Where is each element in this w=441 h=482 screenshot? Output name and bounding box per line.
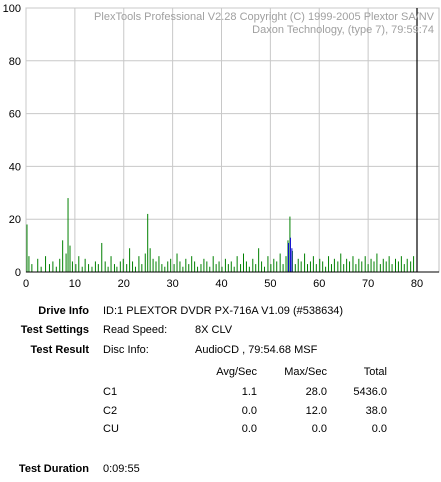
y-tick-label: 60 [9,109,21,121]
disc-info-value: AudioCD , 79:54.68 MSF [195,344,318,356]
y-tick-label: 80 [9,56,21,68]
x-tick-label: 50 [264,278,276,290]
disc-info-label: Disc Info: [103,344,149,356]
test-result-label: Test Result [30,344,89,356]
y-tick-label: 100 [3,3,21,15]
y-tick-label: 0 [15,267,21,279]
axis-ticks: 0 20 40 60 80 100 0 10 20 30 40 50 60 70 80 [3,3,423,290]
row-avg: 1.1 [241,386,257,398]
row-max: 28.0 [305,386,327,398]
x-tick-label: 70 [362,278,374,290]
col-avg-header: Avg/Sec [216,366,257,378]
row-name: C2 [103,405,118,417]
y-tick-label: 20 [9,214,21,226]
y-tick-label: 40 [9,161,21,173]
x-tick-label: 80 [411,278,423,290]
row-avg: 0.0 [241,423,257,435]
row-max: 12.0 [305,405,327,417]
read-speed-value: 8X CLV [195,324,233,336]
row-avg: 0.0 [241,405,257,417]
test-duration-label: Test Duration [18,463,89,475]
row-total: 5436.0 [353,386,387,398]
row-total: 0.0 [371,423,387,435]
drive-info-value: ID:1 PLEXTOR DVDR PX-716A V1.09 (#538634… [103,305,344,317]
plot-area [25,7,440,273]
error-chart: 0 20 40 60 80 100 0 10 20 30 40 50 60 70 80 PlexTools … [3,3,440,290]
grid [25,7,439,273]
drive-info-label: Drive Info [38,305,89,317]
data-bars [26,198,415,272]
row-name: C1 [103,386,118,398]
copyright-line-2: Daxon Technology, (type 7), 79:59:74 [252,24,434,36]
x-tick-label: 60 [313,278,325,290]
col-total-header: Total [363,366,387,378]
col-max-header: Max/Sec [284,366,327,378]
x-tick-label: 30 [167,278,179,290]
x-tick-label: 0 [23,278,29,290]
x-tick-label: 40 [215,278,227,290]
test-settings-label: Test Settings [20,324,89,336]
x-tick-label: 20 [118,278,130,290]
copyright-line-1: PlexTools Professional V2.28 Copyright (… [94,11,435,23]
row-total: 38.0 [365,405,387,417]
row-max: 0.0 [311,423,327,435]
read-speed-label: Read Speed: [103,324,168,336]
row-name: CU [103,423,119,435]
x-tick-label: 10 [69,278,81,290]
test-duration-value: 0:09:55 [103,463,140,475]
